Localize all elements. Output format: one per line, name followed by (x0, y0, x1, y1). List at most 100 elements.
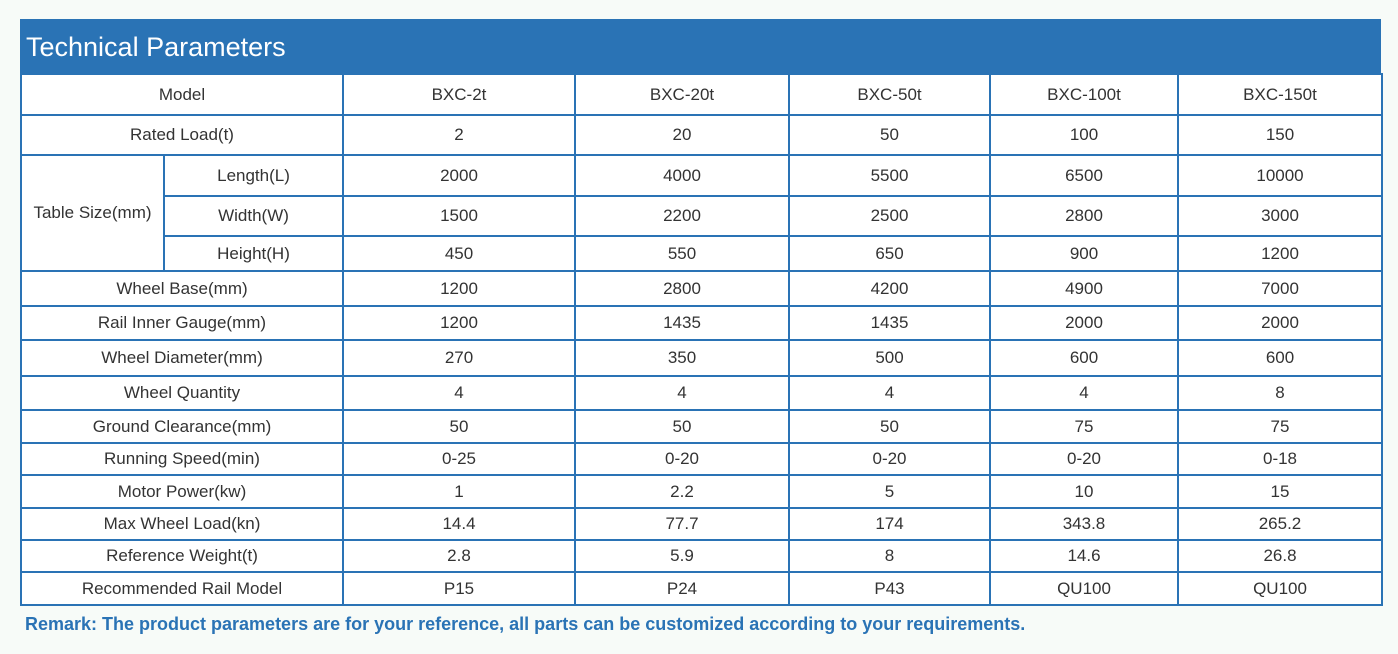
value-cell: 2000 (989, 305, 1179, 341)
sub-label-cell: Height(H) (163, 235, 344, 272)
value-cell: 1 (342, 474, 576, 509)
value-cell: P43 (788, 571, 991, 606)
value-cell: 3000 (1177, 195, 1383, 237)
row-label-cell: Wheel Quantity (20, 375, 344, 411)
value-cell: 270 (342, 339, 576, 377)
value-cell: 0-20 (574, 442, 790, 476)
model-name-cell: BXC-50t (788, 73, 991, 116)
value-cell: 50 (788, 409, 991, 444)
table-row: Height(H) 450 550 650 900 1200 (21, 235, 1383, 272)
value-cell: 8 (1177, 375, 1383, 411)
sub-label-cell: Width(W) (163, 195, 344, 237)
value-cell: 343.8 (989, 507, 1179, 541)
table-row: Wheel Diameter(mm) 270 350 500 600 600 (20, 339, 1383, 377)
value-cell: 2000 (342, 154, 576, 197)
value-cell: 5 (788, 474, 991, 509)
value-cell: 650 (788, 235, 991, 272)
row-label-cell: Max Wheel Load(kn) (20, 507, 344, 541)
value-cell: 50 (788, 114, 991, 156)
value-cell: 4000 (574, 154, 790, 197)
value-cell: P24 (574, 571, 790, 606)
value-cell: 174 (788, 507, 991, 541)
table-row: Rated Load(t) 2 20 50 100 150 (20, 114, 1383, 156)
value-cell: 0-18 (1177, 442, 1383, 476)
value-cell: 75 (1177, 409, 1383, 444)
row-label-cell: Rail Inner Gauge(mm) (20, 305, 344, 341)
value-cell: 2000 (1177, 305, 1383, 341)
value-cell: 4200 (788, 270, 991, 307)
value-cell: 2 (342, 114, 576, 156)
table-row: Width(W) 1500 2200 2500 2800 3000 (21, 195, 1383, 237)
value-cell: 2.2 (574, 474, 790, 509)
value-cell: 450 (342, 235, 576, 272)
model-name-cell: BXC-100t (989, 73, 1179, 116)
value-cell: 600 (989, 339, 1179, 377)
model-name-cell: BXC-2t (342, 73, 576, 116)
value-cell: 4 (342, 375, 576, 411)
model-name-cell: BXC-150t (1177, 73, 1383, 116)
row-label-cell: Reference Weight(t) (20, 539, 344, 573)
value-cell: 26.8 (1177, 539, 1383, 573)
model-header-cell: Model (20, 73, 344, 116)
table-row: Wheel Quantity 4 4 4 4 8 (20, 375, 1383, 411)
value-cell: 265.2 (1177, 507, 1383, 541)
value-cell: 2500 (788, 195, 991, 237)
table-row: Ground Clearance(mm) 50 50 50 75 75 (20, 409, 1383, 444)
value-cell: 75 (989, 409, 1179, 444)
table-row: Max Wheel Load(kn) 14.4 77.7 174 343.8 265.2 (20, 507, 1383, 541)
value-cell: 5500 (788, 154, 991, 197)
value-cell: 6500 (989, 154, 1179, 197)
value-cell: 4 (989, 375, 1179, 411)
group-label-cell: Table Size(mm) (20, 154, 165, 272)
value-cell: 10000 (1177, 154, 1383, 197)
value-cell: 8 (788, 539, 991, 573)
value-cell: 20 (574, 114, 790, 156)
value-cell: 1435 (574, 305, 790, 341)
value-cell: 350 (574, 339, 790, 377)
value-cell: 5.9 (574, 539, 790, 573)
value-cell: 50 (574, 409, 790, 444)
model-name-cell: BXC-20t (574, 73, 790, 116)
value-cell: 10 (989, 474, 1179, 509)
value-cell: 4 (574, 375, 790, 411)
header-row: Model BXC-2t BXC-20t BXC-50t BXC-100t BXC-150… (20, 73, 1383, 116)
value-cell: 1200 (342, 305, 576, 341)
remark-note: Remark: The product parameters are for y… (25, 614, 1026, 634)
value-cell: 1500 (342, 195, 576, 237)
value-cell: 7000 (1177, 270, 1383, 307)
value-cell: 600 (1177, 339, 1383, 377)
value-cell: 550 (574, 235, 790, 272)
value-cell: 77.7 (574, 507, 790, 541)
value-cell: 500 (788, 339, 991, 377)
row-label-cell: Running Speed(min) (20, 442, 344, 476)
value-cell: 0-25 (342, 442, 576, 476)
value-cell: 15 (1177, 474, 1383, 509)
value-cell: 2800 (574, 270, 790, 307)
value-cell: 14.4 (342, 507, 576, 541)
value-cell: QU100 (1177, 571, 1383, 606)
value-cell: 2200 (574, 195, 790, 237)
value-cell: 50 (342, 409, 576, 444)
value-cell: QU100 (989, 571, 1179, 606)
row-label-cell: Ground Clearance(mm) (20, 409, 344, 444)
table-row: Rail Inner Gauge(mm) 1200 1435 1435 2000 2000 (20, 305, 1383, 341)
value-cell: 2800 (989, 195, 1179, 237)
panel-title: Technical Parameters (20, 19, 1381, 73)
parameters-panel: Technical Parameters Model BXC-2t BXC-20t B… (20, 19, 1383, 606)
value-cell: 1435 (788, 305, 991, 341)
value-cell: 4900 (989, 270, 1179, 307)
value-cell: 0-20 (788, 442, 991, 476)
row-label-cell: Motor Power(kw) (20, 474, 344, 509)
table-row: Recommended Rail Model P15 P24 P43 QU100 QU10… (20, 571, 1383, 606)
value-cell: 100 (989, 114, 1179, 156)
row-label-cell: Recommended Rail Model (20, 571, 344, 606)
value-cell: 150 (1177, 114, 1383, 156)
table-row: Table Size(mm) Length(L) 2000 4000 5500 6500 1… (20, 154, 1383, 272)
row-label-cell: Wheel Diameter(mm) (20, 339, 344, 377)
value-cell: 4 (788, 375, 991, 411)
table-row: Reference Weight(t) 2.8 5.9 8 14.6 26.8 (20, 539, 1383, 573)
parameters-table: Model BXC-2t BXC-20t BXC-50t BXC-100t BXC-150… (20, 73, 1383, 606)
table-row: Running Speed(min) 0-25 0-20 0-20 0-20 0-18 (20, 442, 1383, 476)
value-cell: P15 (342, 571, 576, 606)
value-cell: 0-20 (989, 442, 1179, 476)
